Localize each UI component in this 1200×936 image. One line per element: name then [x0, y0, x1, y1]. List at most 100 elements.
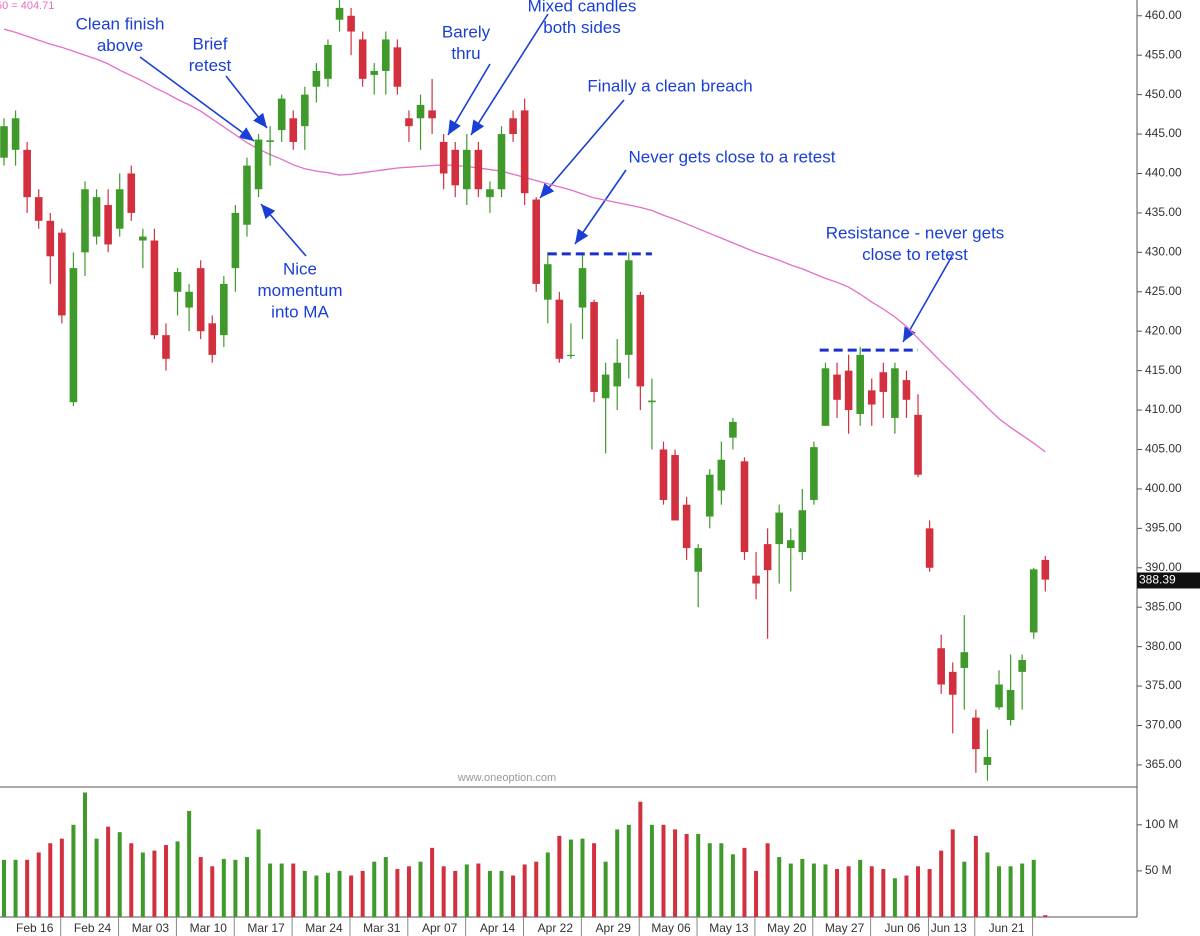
candle-body [358, 39, 367, 79]
y-tick-label: 435.00 [1145, 205, 1182, 219]
annotation: thru [451, 44, 480, 63]
volume-bar [279, 863, 284, 917]
x-tick-label: Jun 06 [884, 921, 920, 935]
candle-body [347, 15, 355, 32]
candle-body [509, 118, 517, 135]
volume-bar [626, 824, 631, 917]
volume-bar [777, 857, 782, 917]
annotation: Clean finish [76, 14, 165, 33]
candle-body [995, 684, 1003, 708]
candle-body [752, 575, 760, 584]
candle-body [11, 118, 20, 150]
candle-body [648, 400, 656, 403]
candle-body [231, 212, 240, 269]
volume-bar [152, 850, 157, 917]
volume-bar [13, 859, 18, 917]
candle-body [729, 421, 737, 438]
candle-body [0, 126, 8, 158]
volume-bar [325, 872, 330, 917]
candle-body [266, 140, 274, 142]
candle-body [833, 374, 841, 400]
candle-body [277, 98, 286, 131]
last-price-box [1137, 572, 1200, 589]
y-tick-label: 420.00 [1145, 323, 1182, 337]
annotation: Mixed candles [528, 0, 637, 15]
candle-body [590, 302, 598, 392]
volume-bar [730, 854, 735, 917]
volume-bar [511, 875, 516, 917]
volume-bar [82, 792, 87, 917]
x-tick-label: Apr 22 [538, 921, 574, 935]
volume-bar [94, 838, 99, 917]
candle-body [1041, 559, 1050, 580]
candle-body [902, 380, 911, 400]
volume-bar [823, 864, 828, 917]
candle-body [821, 368, 830, 426]
candle-body [451, 149, 460, 186]
annotation-arrows [139, 13, 953, 343]
volume-bar [163, 845, 168, 917]
candle-body [1029, 569, 1038, 633]
volume-bar [557, 835, 562, 917]
x-tick-label: Mar 31 [363, 921, 401, 935]
volume-bar [395, 869, 400, 917]
annotation: momentum [257, 281, 342, 300]
candle-body [58, 232, 66, 316]
watermark: www.oneoption.com [457, 772, 556, 784]
candle-body [520, 110, 529, 194]
candle-body [937, 648, 945, 685]
volume-bar [869, 866, 874, 917]
volume-bar [973, 835, 978, 917]
x-tick-label: Mar 24 [305, 921, 343, 935]
volume-bar [950, 829, 955, 917]
candle-body [289, 118, 298, 142]
x-tick-label: Apr 14 [480, 921, 516, 935]
volume-bar [106, 826, 111, 917]
volume-bar [25, 859, 30, 917]
candle-body [301, 94, 309, 127]
candle-body [370, 70, 379, 75]
candle-body [671, 455, 679, 521]
volume-bar [522, 864, 527, 917]
candle-body [810, 447, 818, 500]
candle-body [46, 220, 55, 257]
annotation: Resistance - never gets [826, 223, 1005, 242]
candle-body [312, 70, 321, 87]
y-tick-label: 425.00 [1145, 284, 1182, 298]
candle-body [867, 390, 876, 405]
volume-bar [140, 852, 145, 917]
candle-body [578, 268, 587, 308]
x-tick-label: May 20 [767, 921, 807, 935]
volume-bar [476, 863, 481, 917]
x-tick-label: May 27 [825, 921, 865, 935]
candle-body [324, 44, 332, 79]
candle-body [497, 134, 506, 190]
volume-bar [349, 875, 354, 917]
volume-bar [649, 824, 654, 917]
y-tick-label: 375.00 [1145, 678, 1182, 692]
y-tick-label: 405.00 [1145, 442, 1182, 456]
volume-bar [36, 852, 41, 917]
volume-bar [360, 870, 365, 917]
volume-bar [997, 866, 1002, 917]
volume-bar [788, 863, 793, 917]
y-tick-label: 370.00 [1145, 718, 1182, 732]
volume-bar [962, 861, 967, 917]
candle-body [185, 291, 193, 308]
volume-bar [383, 857, 388, 917]
x-tick-label: Mar 17 [247, 921, 285, 935]
candle-body [115, 189, 124, 229]
volume-bar [765, 843, 770, 917]
annotation: Nice [283, 259, 317, 278]
x-tick-label: May 13 [709, 921, 749, 935]
volume-bar [71, 824, 76, 917]
y-tick-label: 390.00 [1145, 560, 1182, 574]
candle-body [948, 671, 957, 695]
candle-body [960, 652, 969, 668]
candle-body [173, 272, 182, 292]
candle-body [925, 528, 934, 568]
volume-bar [487, 870, 492, 917]
volume-bar [673, 829, 678, 917]
candle-body [23, 149, 31, 198]
